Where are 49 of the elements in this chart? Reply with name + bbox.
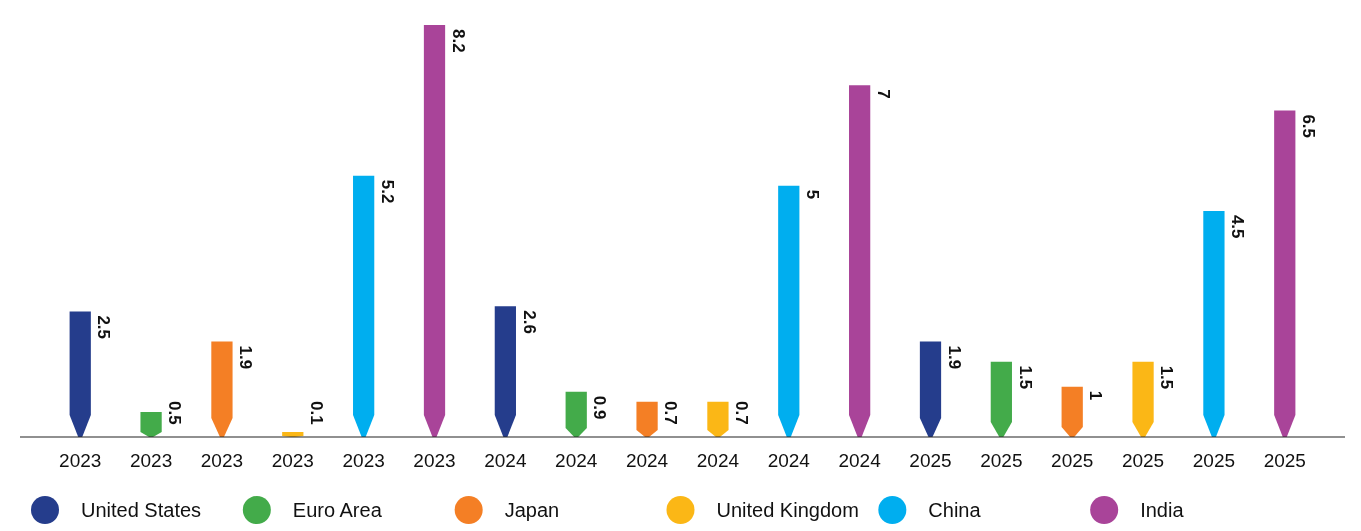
x-tick-label: 2025 bbox=[1263, 450, 1306, 471]
x-tick-label: 2025 bbox=[1121, 450, 1165, 471]
data-label: 5.2 bbox=[377, 179, 397, 204]
x-tick-label: 2023 bbox=[200, 450, 244, 471]
x-tick-label: 2023 bbox=[59, 450, 102, 471]
data-label: 0.7 bbox=[732, 401, 752, 425]
x-tick-label: 2024 bbox=[696, 450, 740, 471]
legend-label: Japan bbox=[504, 499, 560, 521]
legend-label: United States bbox=[81, 499, 202, 521]
x-tick-label: 2023 bbox=[129, 450, 173, 471]
data-label: 1.9 bbox=[944, 345, 964, 370]
bar bbox=[849, 85, 871, 437]
x-tick-label: 2023 bbox=[342, 450, 385, 471]
data-label: 1.5 bbox=[1157, 365, 1177, 390]
bar bbox=[778, 185, 800, 437]
x-tick-label: 2023 bbox=[271, 450, 314, 471]
data-label: 1 bbox=[1086, 390, 1106, 401]
data-label: 6.5 bbox=[1298, 114, 1318, 139]
x-tick-label: 2024 bbox=[555, 450, 598, 471]
x-tick-label: 2025 bbox=[909, 450, 952, 471]
data-label: 5 bbox=[802, 189, 822, 200]
data-label: 4.5 bbox=[1228, 214, 1248, 239]
data-label: 0.9 bbox=[590, 395, 610, 420]
bar bbox=[494, 306, 516, 437]
data-label: 1.9 bbox=[236, 345, 256, 370]
bar bbox=[1274, 110, 1296, 437]
data-label: 2.5 bbox=[94, 315, 114, 340]
x-tick-label: 2023 bbox=[413, 450, 456, 471]
x-tick-label: 2024 bbox=[767, 450, 811, 471]
x-tick-label: 2024 bbox=[838, 450, 882, 471]
data-label: 2.6 bbox=[519, 310, 539, 335]
x-tick-label: 2024 bbox=[484, 450, 527, 471]
x-tick-label: 2025 bbox=[980, 450, 1023, 471]
x-tick-label: 2025 bbox=[1051, 450, 1094, 471]
data-label: 0.5 bbox=[165, 401, 185, 425]
legend-label: Euro Area bbox=[292, 499, 383, 521]
legend-label: United Kingdom bbox=[716, 499, 859, 521]
data-label: 0.7 bbox=[661, 401, 681, 425]
x-tick-label: 2024 bbox=[625, 450, 669, 471]
data-label: 8.2 bbox=[448, 29, 468, 53]
x-tick-label: 2025 bbox=[1192, 450, 1236, 471]
data-label: 7 bbox=[873, 89, 893, 99]
legend-label: China bbox=[928, 499, 982, 521]
data-label: 0.1 bbox=[306, 401, 326, 425]
legend-label: India bbox=[1140, 499, 1185, 521]
data-label: 1.5 bbox=[1015, 365, 1035, 390]
bar bbox=[353, 175, 375, 437]
bar bbox=[1203, 210, 1225, 437]
bar bbox=[423, 25, 446, 437]
